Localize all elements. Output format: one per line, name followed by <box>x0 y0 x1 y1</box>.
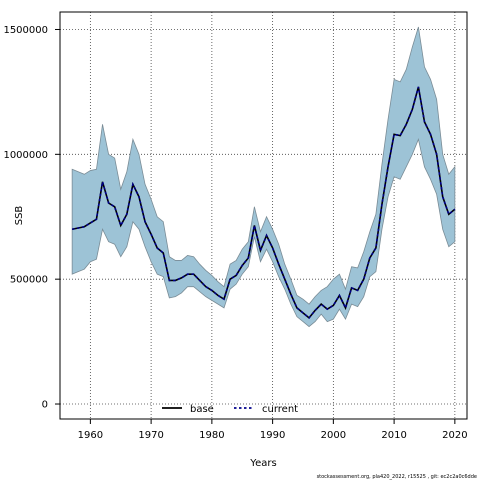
x-tick-label: 1980 <box>199 430 224 441</box>
y-tick-label: 1500000 <box>3 25 48 36</box>
legend-current-label: current <box>262 404 298 415</box>
y-axis: 0 500000 1000000 1500000 <box>3 25 60 411</box>
legend-base-label: base <box>190 404 214 415</box>
y-tick-label: 500000 <box>10 275 48 286</box>
x-tick-label: 1970 <box>138 430 163 441</box>
y-tick-label: 1000000 <box>3 150 48 161</box>
x-tick-label: 2020 <box>442 430 467 441</box>
plot-frame <box>59 11 468 420</box>
legend: base current <box>162 404 298 415</box>
confidence-band <box>71 26 456 328</box>
footer-credit: stockassessment.org, pla420_2022, r15525… <box>317 474 477 480</box>
series-current-line <box>71 86 456 320</box>
x-axis: 1960 1970 1980 1990 2000 2010 2020 <box>78 419 468 441</box>
x-tick-label: 2000 <box>321 430 346 441</box>
x-tick-label: 1990 <box>260 430 285 441</box>
x-tick-label: 2010 <box>381 430 406 441</box>
x-tick-label: 1960 <box>78 430 103 441</box>
x-axis-title: Years <box>249 458 276 469</box>
y-axis-title: SSB <box>14 206 25 226</box>
y-tick-label: 0 <box>42 400 48 411</box>
